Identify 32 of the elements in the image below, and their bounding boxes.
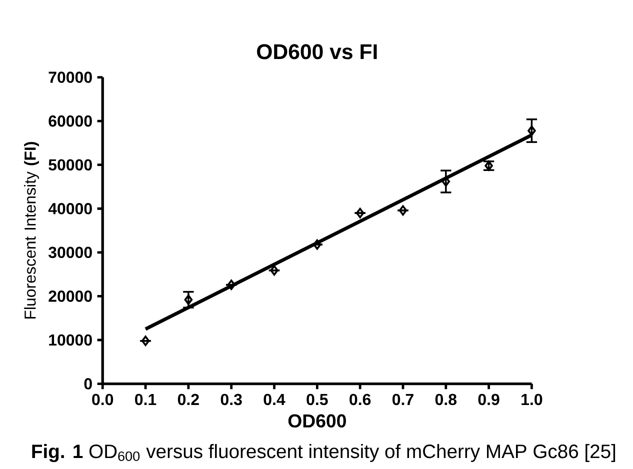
x-tick-label: 0.9 [478, 394, 500, 406]
x-tick-label: 0.7 [392, 394, 414, 406]
point [356, 208, 364, 218]
point [227, 280, 236, 290]
x-tick-label: 0.3 [220, 394, 242, 406]
x-tick-label: 0.5 [306, 394, 328, 406]
y-tick-label: 10000 [49, 334, 92, 346]
x-tick-label: 0.8 [435, 394, 457, 406]
x-tick-label: 0.2 [178, 394, 199, 406]
x-tick-label: 1.0 [522, 394, 542, 406]
chart-title: OD600 vs FI [257, 44, 377, 60]
y-tick-label: 60000 [48, 115, 92, 127]
y-tick-label: 50000 [48, 159, 92, 170]
point [528, 125, 536, 136]
x-tick-label: 0.6 [350, 394, 371, 406]
point [270, 265, 278, 276]
text: Fig. 1 OD$_{600}$ versus fluorescent intensity of mCherry MAP Gc86 [25] [32, 444, 616, 462]
point [442, 176, 450, 187]
y-tick-label: 20000 [48, 290, 92, 302]
x-axis-title: OD600 [288, 414, 346, 428]
point [398, 205, 408, 216]
y-axis-title: Fluorescent Intensity (FI) [24, 142, 39, 318]
x-tick-label: 0.1 [135, 394, 156, 406]
y-tick-label: 0 [84, 378, 92, 390]
x-tick-label: 0.4 [264, 394, 286, 406]
x-tick-label: 0.0 [92, 394, 114, 406]
y-tick-label: 70000 [48, 72, 92, 83]
point [313, 239, 322, 250]
y-tick-label: 40000 [48, 202, 92, 214]
point [184, 294, 193, 305]
point [141, 336, 150, 346]
y-tick-label: 30000 [48, 246, 92, 258]
